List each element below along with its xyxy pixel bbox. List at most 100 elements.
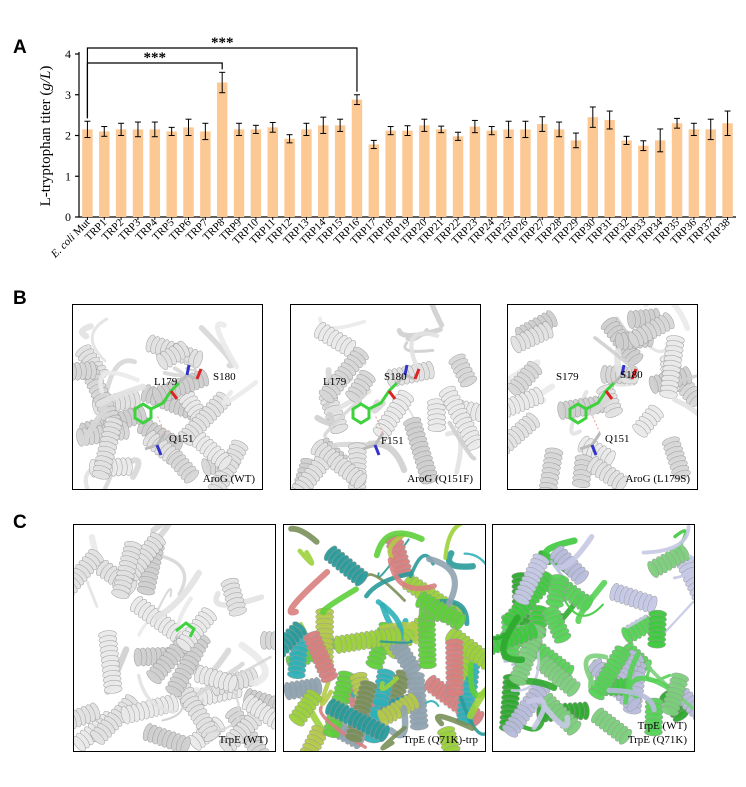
chart-y-tick-labels: 0 1 2 3 4 — [65, 47, 71, 224]
helix-ribbon — [627, 312, 675, 349]
loop-coil — [447, 420, 477, 461]
protein-structure-render — [74, 525, 275, 751]
loop-coil — [153, 569, 203, 621]
helix-ribbon — [445, 638, 465, 698]
significance-label: *** — [144, 50, 167, 66]
nitrogen-bond — [155, 444, 163, 456]
helix-ribbon — [508, 386, 544, 418]
chart-y-axis-label: L-tryptophan titer (g/L) — [38, 66, 54, 207]
loop-coil — [387, 705, 409, 739]
loop-coil — [463, 552, 485, 566]
loop-coil — [104, 358, 137, 395]
helix-ribbon — [284, 621, 307, 658]
helix-ribbon — [194, 664, 238, 693]
loop-coil — [379, 639, 413, 644]
loop-coil — [387, 557, 437, 592]
loop-coil — [542, 704, 571, 729]
bar — [419, 125, 430, 217]
bar — [402, 130, 413, 217]
bar — [250, 129, 262, 217]
residue-label: S179 — [556, 371, 579, 383]
bar — [604, 120, 615, 217]
residue-label: S180 — [213, 371, 236, 383]
helix-ribbon — [260, 631, 275, 650]
helix-ribbon — [647, 544, 690, 578]
helix-ribbon — [310, 439, 368, 489]
loop-coil — [287, 568, 331, 616]
ligand-chain — [585, 381, 616, 411]
helix-ribbon — [218, 711, 262, 751]
bar — [587, 117, 599, 217]
bar — [334, 125, 346, 217]
bar — [553, 129, 565, 217]
loop-coil — [643, 305, 691, 331]
oxygen-bond — [413, 368, 421, 380]
loop-coil — [575, 579, 608, 625]
helix-ribbon — [333, 626, 402, 654]
loop-coil — [625, 614, 648, 629]
ligand-chain — [150, 381, 181, 411]
helix-ribbon — [545, 574, 569, 608]
protein-structure-render — [284, 525, 485, 751]
chart-bars — [82, 82, 733, 218]
hbond — [374, 414, 384, 434]
structure-caption: AroG (WT) — [202, 473, 255, 485]
helix-ribbon — [300, 725, 329, 751]
loop-coil — [429, 305, 445, 328]
bar — [368, 144, 380, 217]
loop-coil — [661, 600, 694, 636]
loop-coil — [542, 537, 578, 561]
chart-x-tick-labels: E. coli MutTRP1TRP2TRP3TRP4TRP5TRP6TRP7T… — [48, 216, 733, 261]
helix-ribbon — [644, 697, 664, 737]
helix-ribbon — [438, 385, 480, 451]
bar — [705, 129, 716, 217]
helix-ribbon — [111, 541, 143, 599]
bar — [233, 129, 245, 217]
helix-ribbon — [427, 398, 447, 432]
loop-coil — [156, 587, 173, 612]
structure-image-arog-q151f: L179 S180 F151 AroG (Q151F) — [290, 304, 481, 490]
panel-label-c: C — [13, 512, 27, 533]
ligand — [568, 402, 588, 425]
chart-error-bars — [84, 71, 731, 153]
helix-ribbon — [541, 605, 572, 644]
helix-ribbon — [660, 672, 689, 716]
structure-image-arog-l179s: S179 S180 Q151 AroG (L179S) — [507, 304, 698, 490]
helix-ribbon — [661, 436, 691, 480]
helix-ribbon — [415, 591, 467, 631]
y-tick-label: 4 — [65, 47, 71, 61]
bar — [385, 130, 396, 217]
bar — [671, 123, 683, 217]
residue-label: Q151 — [605, 433, 630, 445]
loop-coil — [396, 326, 443, 338]
helix-ribbon — [609, 583, 658, 614]
y-tick-label: 1 — [65, 169, 71, 183]
bar-chart: *** *** E. coli MutTRP1TRP2TRP3TRP4TRP5TR… — [38, 35, 736, 261]
bar — [115, 129, 127, 217]
helix-ribbon — [538, 447, 564, 489]
bar — [621, 140, 632, 217]
loop-coil — [409, 331, 440, 369]
helix-ribbon — [288, 689, 323, 727]
helix-ribbon — [586, 456, 629, 489]
helix-ribbon — [508, 360, 543, 398]
loop-coil — [288, 525, 320, 545]
helix-ribbon — [192, 432, 233, 471]
bar — [267, 127, 278, 217]
nitrogen-bond — [590, 444, 598, 456]
protein-structure-render — [73, 317, 259, 489]
loop-coil — [403, 341, 435, 353]
helix-ribbon — [142, 723, 191, 751]
loop-coil — [314, 411, 335, 426]
nitrogen-bond — [403, 364, 409, 376]
loop-coil — [319, 679, 334, 707]
structure-image-arog-wt: L179 S180 Q151 AroG (WT) — [72, 304, 263, 490]
ligand — [175, 621, 196, 638]
nitrogen-bond — [373, 444, 381, 456]
oxygen-bond — [630, 368, 638, 380]
loop-coil — [364, 571, 414, 599]
loop-coil — [160, 554, 187, 596]
oxygen-bond — [604, 390, 614, 400]
oxygen-bond — [195, 368, 203, 380]
ylabel-suffix: ) — [38, 66, 54, 71]
